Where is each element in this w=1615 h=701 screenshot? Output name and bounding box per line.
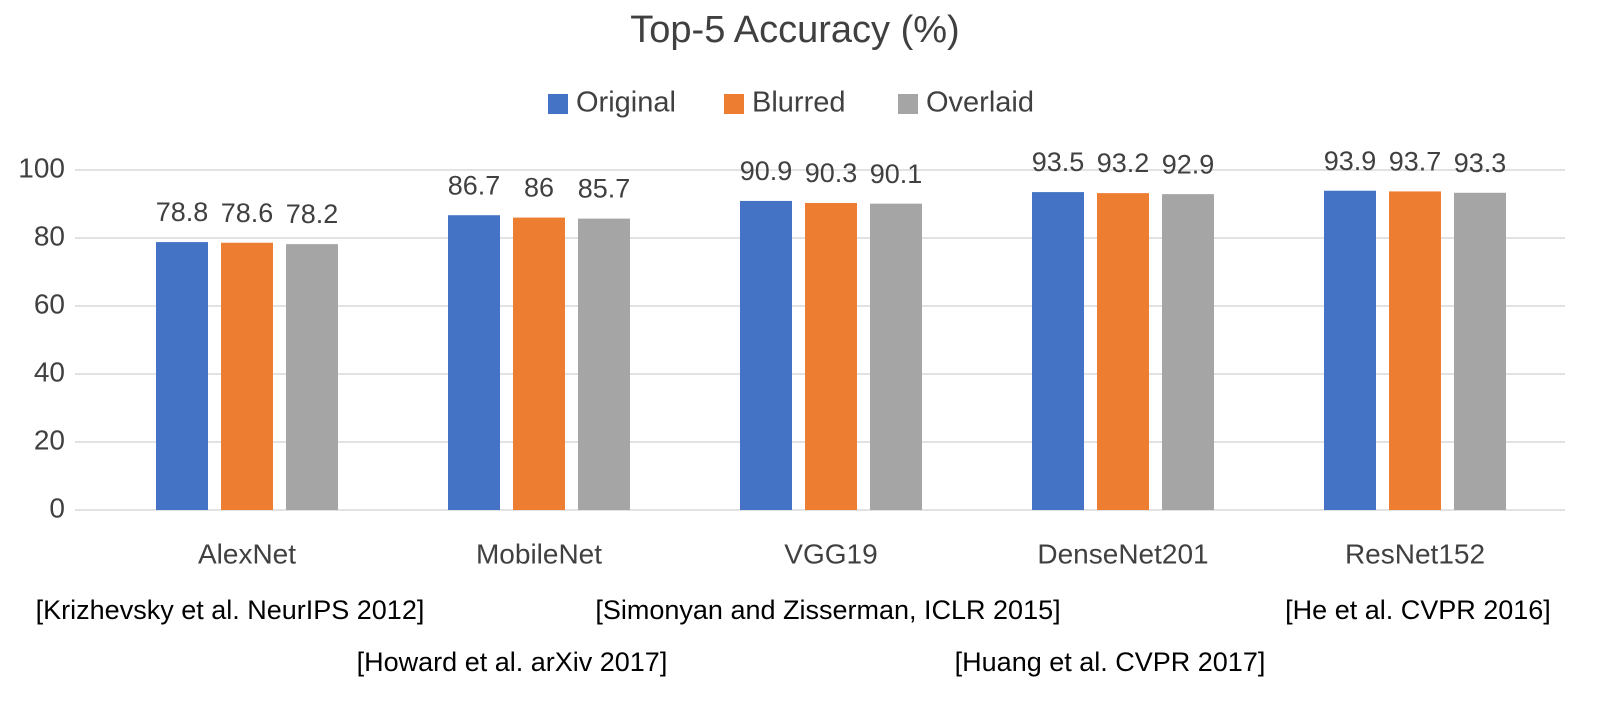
legend-label: Original xyxy=(576,87,676,119)
annotation: [Huang et al. CVPR 2017] xyxy=(955,647,1266,677)
value-label: 93.3 xyxy=(1454,148,1507,178)
bar xyxy=(1032,192,1084,510)
chart-title: Top-5 Accuracy (%) xyxy=(630,9,959,51)
y-tick-label: 20 xyxy=(34,424,65,455)
annotation: [Simonyan and Zisserman, ICLR 2015] xyxy=(595,595,1060,625)
legend-swatch xyxy=(548,94,568,114)
value-label: 93.9 xyxy=(1324,146,1377,176)
value-label: 93.5 xyxy=(1032,147,1085,177)
bar xyxy=(1162,194,1214,510)
value-label: 78.8 xyxy=(156,197,209,227)
annotation: [Krizhevsky et al. NeurIPS 2012] xyxy=(36,595,425,625)
value-label: 78.6 xyxy=(221,198,274,228)
bar xyxy=(870,203,922,510)
bar xyxy=(1324,190,1376,511)
value-label: 86.7 xyxy=(448,170,501,200)
x-tick-label: VGG19 xyxy=(784,538,877,569)
value-label: 90.1 xyxy=(870,159,923,189)
bar xyxy=(448,215,500,510)
bar xyxy=(578,218,630,510)
annotation: [Howard et al. arXiv 2017] xyxy=(357,647,668,677)
bar xyxy=(1389,191,1441,511)
legend-label: Blurred xyxy=(752,87,846,119)
y-tick-label: 60 xyxy=(34,288,65,319)
value-label: 85.7 xyxy=(578,174,631,204)
bar xyxy=(156,242,208,510)
bar xyxy=(286,244,338,510)
x-tick-label: DenseNet201 xyxy=(1037,538,1208,569)
bar xyxy=(1454,192,1506,510)
bar xyxy=(221,242,273,510)
legend-label: Overlaid xyxy=(926,87,1034,119)
value-label: 86 xyxy=(524,173,554,203)
x-tick-label: AlexNet xyxy=(198,538,296,569)
y-tick-label: 0 xyxy=(49,492,65,523)
value-label: 78.2 xyxy=(286,199,339,229)
legend-swatch xyxy=(898,94,918,114)
bar xyxy=(805,202,857,511)
bar xyxy=(513,217,565,510)
value-label: 93.2 xyxy=(1097,148,1150,178)
value-label: 93.7 xyxy=(1389,147,1442,177)
y-tick-label: 100 xyxy=(18,152,65,183)
value-label: 92.9 xyxy=(1162,149,1215,179)
legend-swatch xyxy=(724,94,744,114)
y-tick-label: 80 xyxy=(34,220,65,251)
value-label: 90.3 xyxy=(805,158,858,188)
bar xyxy=(740,200,792,510)
x-tick-label: ResNet152 xyxy=(1345,538,1485,569)
bar xyxy=(1097,193,1149,510)
x-tick-label: MobileNet xyxy=(476,538,602,569)
value-label: 90.9 xyxy=(740,156,793,186)
annotation: [He et al. CVPR 2016] xyxy=(1285,595,1551,625)
y-tick-label: 40 xyxy=(34,356,65,387)
